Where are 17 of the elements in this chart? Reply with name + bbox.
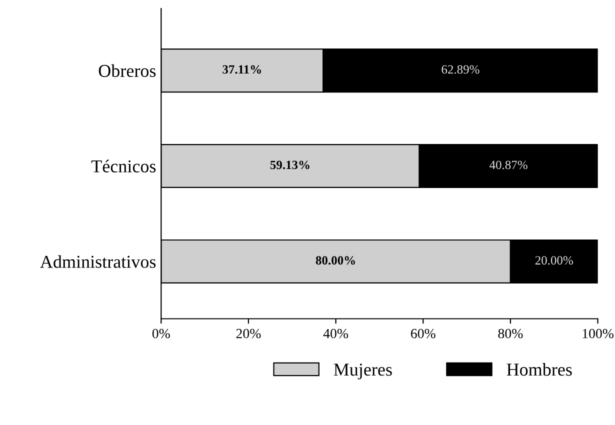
y-tick-label: Administrativos (40, 255, 156, 268)
x-tick-label: 60% (410, 328, 436, 338)
x-tick-label: 20% (236, 328, 261, 338)
legend-label: Hombres (506, 363, 572, 376)
data-label: 20.00% (535, 256, 573, 265)
data-label: 62.89% (442, 65, 480, 74)
y-tick-label: Técnicos (91, 160, 156, 172)
legend-label: Mujeres (334, 364, 392, 380)
data-label: 40.87% (490, 160, 528, 170)
x-tick-label: 80% (498, 328, 523, 338)
x-tick-label: 0% (152, 328, 170, 338)
data-label: 59.13% (270, 160, 310, 170)
x-tick-label: 40% (323, 328, 348, 338)
x-tick-label: 100% (582, 328, 614, 338)
data-label: 80.00% (316, 256, 355, 265)
data-label: 37.11% (222, 65, 261, 74)
y-tick-label: Obreros (98, 64, 156, 77)
